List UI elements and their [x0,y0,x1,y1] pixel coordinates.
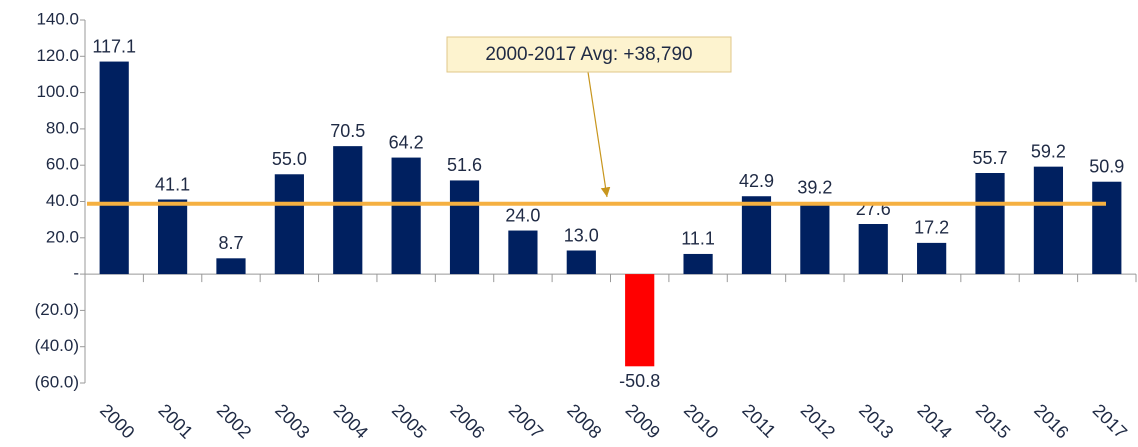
data-label: 11.1 [681,229,715,249]
y-tick-label: 80.0 [46,118,79,137]
bar [274,174,304,275]
data-label: 55.7 [973,148,1008,168]
x-tick-label: 2011 [738,400,780,442]
data-label: -50.8 [619,371,660,391]
x-tick-label: 2015 [972,400,1014,442]
x-tick-label: 2004 [330,400,372,442]
bar [683,253,713,275]
bar [566,250,596,275]
bar [391,157,421,275]
y-tick-label: 140.0 [36,9,79,28]
y-tick-label: 40.0 [46,191,79,210]
x-tick-label: 2008 [563,400,605,442]
x-tick-label: 2014 [913,400,955,442]
annotation: 2000-2017 Avg: +38,790 [485,44,692,65]
data-label: 17.2 [914,218,949,238]
data-label: 24.0 [505,205,540,225]
x-tick-label: 2012 [797,400,839,442]
bar [157,199,188,275]
x-tick-label: 2000 [96,400,138,442]
data-label: 51.6 [447,155,482,175]
bar [449,180,480,275]
x-tick-label: 2017 [1089,400,1131,442]
annotation-box [446,36,732,73]
x-tick-label: 2009 [622,400,664,442]
annotation-arrow [587,71,611,198]
bar [741,196,772,275]
y-tick-label: (60.0) [35,372,79,391]
data-label: 117.1 [92,36,136,56]
x-tick-label: 2010 [680,400,722,442]
x-tick-label: 2003 [271,400,313,442]
x-tick-label: 2007 [505,400,547,442]
x-tick-label: 2006 [446,400,488,442]
data-label: 39.2 [797,178,832,198]
y-tick-label: (40.0) [35,336,79,355]
bar [216,258,246,275]
bar [917,242,947,275]
y-tick-label: 60.0 [46,155,79,174]
x-tick-label: 2001 [154,400,196,442]
y-tick-label: 120.0 [36,46,79,65]
bar [800,202,830,275]
bar [333,146,363,275]
x-tick-label: 2013 [855,400,897,442]
data-label: 42.9 [739,171,774,191]
x-tick-label: 2002 [213,400,255,442]
data-label: 41.1 [155,174,190,194]
data-label: 70.5 [330,121,365,141]
y-tick-label: - [73,264,79,283]
data-label: 64.2 [389,132,424,152]
data-label: 59.2 [1031,141,1066,161]
bar [1092,181,1122,275]
x-tick-label: 2005 [388,400,430,442]
data-label: 55.0 [272,149,307,169]
y-tick-label: 20.0 [46,227,79,246]
y-tick-label: 100.0 [36,82,79,101]
bar [858,224,888,275]
x-tick-label: 2016 [1030,400,1072,442]
data-label: 50.9 [1089,156,1124,176]
data-label: 13.0 [564,225,599,245]
y-tick-label: (20.0) [35,300,79,319]
bar [508,230,538,275]
bar [975,173,1005,275]
bar [1033,166,1064,275]
data-label: 8.7 [218,233,243,253]
bar [99,61,129,275]
bar [625,274,655,367]
